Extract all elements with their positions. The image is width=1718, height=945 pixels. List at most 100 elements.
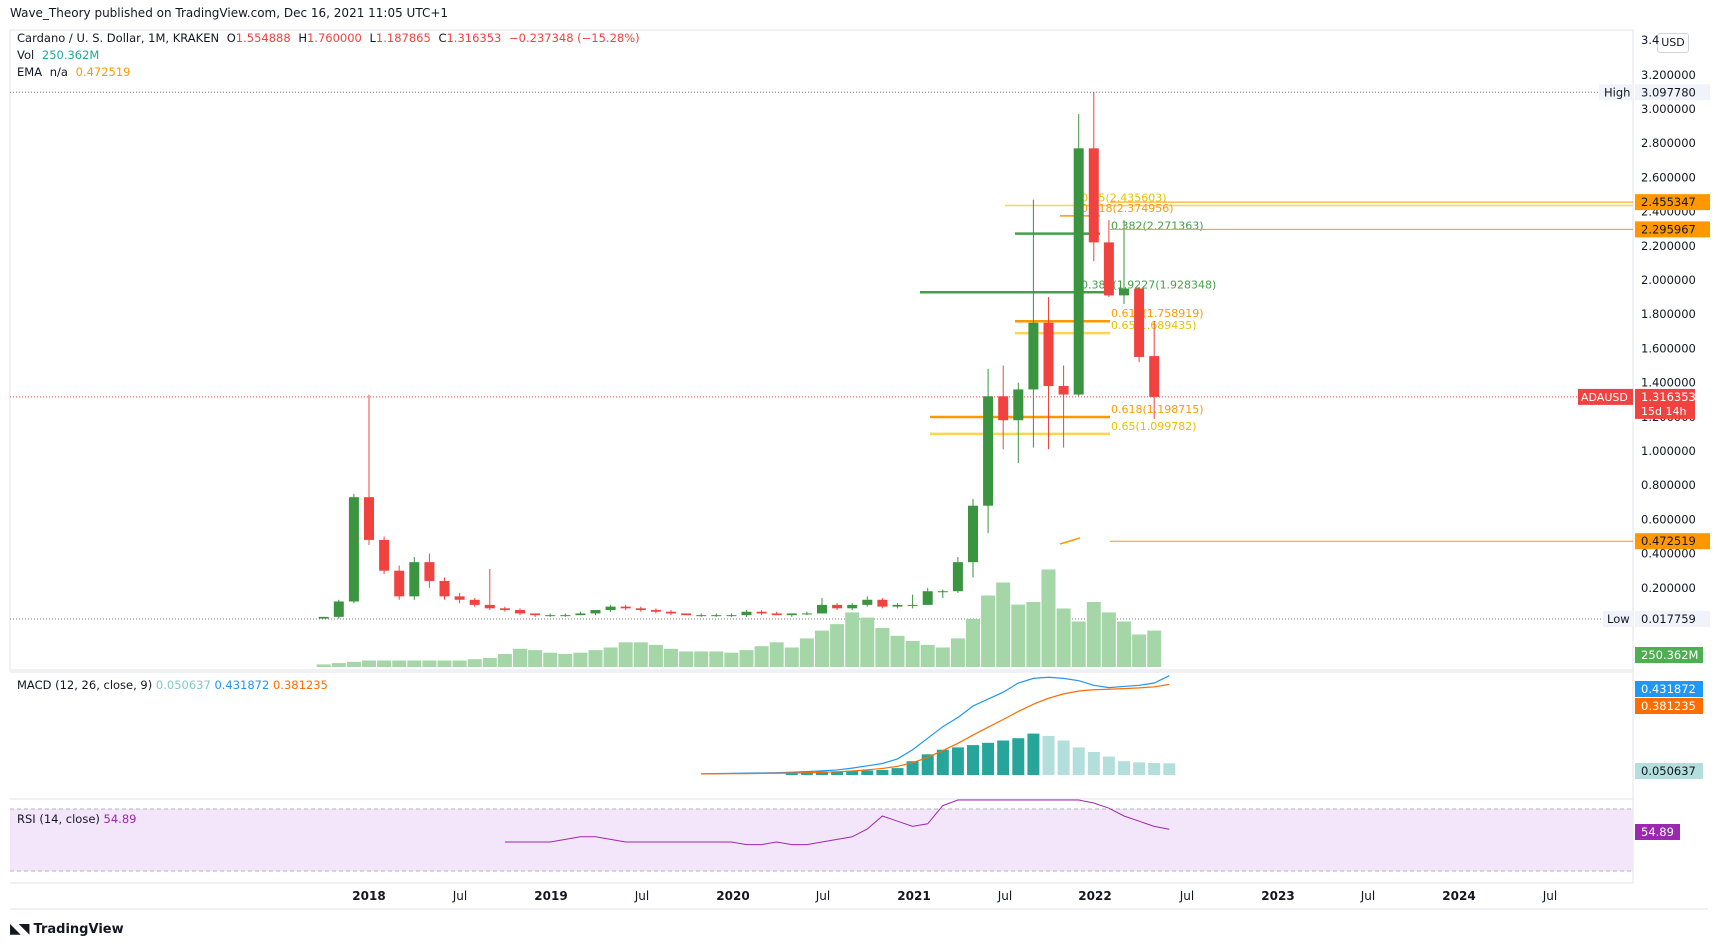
- volume-bar: [1011, 604, 1026, 667]
- countdown-value: 15d 14h: [1641, 405, 1686, 418]
- volume-bar: [679, 651, 694, 667]
- price-badge-value: 2.295967: [1641, 222, 1696, 236]
- price-tick-label-top: 3.4: [1641, 33, 1659, 47]
- candle-body: [681, 613, 692, 616]
- volume-bar: [1132, 634, 1147, 667]
- candle-body: [1043, 322, 1054, 387]
- time-tick-label: Jul: [1179, 889, 1194, 903]
- volume-badge: 250.362M: [1641, 648, 1698, 662]
- symbol-name: Cardano / U. S. Dollar, 1M, KRAKEN: [17, 31, 220, 45]
- candle-body: [937, 591, 948, 593]
- publisher-line: Wave_Theory published on TradingView.com…: [10, 6, 449, 20]
- ema-value: 0.472519: [75, 65, 131, 79]
- volume-bar: [573, 652, 588, 667]
- volume-bar: [346, 661, 361, 667]
- macd-histogram-bar: [1012, 738, 1025, 775]
- rsi-label: RSI (14, close): [17, 812, 100, 826]
- volume-bar: [784, 647, 799, 667]
- last-price-box: [1635, 388, 1695, 419]
- volume-bar: [996, 582, 1011, 667]
- candle-body: [1088, 148, 1099, 243]
- macd-axis-badge: 0.381235: [1641, 699, 1696, 713]
- price-tick-label: 0.400000: [1641, 547, 1696, 561]
- macd-line-value: 0.431872: [214, 678, 270, 692]
- time-tick-label: Jul: [1360, 889, 1375, 903]
- candle-body: [484, 604, 495, 609]
- volume-bar: [905, 641, 920, 667]
- candle-body: [666, 611, 676, 614]
- candle-body: [379, 539, 390, 571]
- candle-body: [952, 562, 963, 592]
- volume-bar: [648, 644, 663, 667]
- rsi-legend[interactable]: RSI (14, close) 54.89: [17, 812, 136, 826]
- macd-histogram-bar: [936, 749, 949, 775]
- candle-body: [454, 596, 465, 600]
- macd-legend[interactable]: MACD (12, 26, close, 9) 0.050637 0.43187…: [17, 678, 328, 692]
- macd-signal-value: 0.381235: [272, 678, 328, 692]
- last-price-value: 1.316353: [1641, 390, 1696, 404]
- fib-level-label: 0.382(2.271363): [1111, 220, 1204, 233]
- candle-body: [983, 396, 994, 506]
- candle-body: [469, 599, 480, 605]
- candle-body: [348, 497, 359, 602]
- candle-body: [907, 604, 918, 606]
- symbol-legend[interactable]: Cardano / U. S. Dollar, 1M, KRAKEN O1.55…: [17, 31, 644, 45]
- price-tick-label: 0.600000: [1641, 512, 1696, 526]
- volume-bar: [377, 660, 392, 667]
- time-tick-label: Jul: [452, 889, 467, 903]
- candle-body: [499, 608, 510, 611]
- ema-legend[interactable]: EMA n/a 0.472519: [17, 65, 134, 79]
- low-label: Low: [1607, 612, 1630, 626]
- time-tick-label: 2019: [534, 889, 567, 903]
- ema-na: n/a: [49, 65, 68, 79]
- price-tick-label: 2.600000: [1641, 170, 1696, 184]
- macd-axis-badge-box: [1635, 698, 1703, 714]
- candle-body: [1134, 288, 1145, 357]
- volume-bar: [709, 651, 724, 667]
- volume-bar: [1071, 621, 1086, 667]
- volume-bar: [588, 650, 603, 667]
- candle-body: [1073, 148, 1084, 395]
- candle-body: [786, 613, 797, 616]
- ohlc-high: H1.760000: [298, 31, 362, 45]
- tradingview-logo-icon: ◣◥: [10, 921, 29, 937]
- macd-histogram-bar: [1148, 763, 1161, 775]
- volume-bar: [528, 650, 543, 667]
- price-badge-value: 0.472519: [1641, 534, 1696, 548]
- macd-histogram-bar: [891, 768, 904, 775]
- time-tick-label: Jul: [997, 889, 1012, 903]
- low-label-box: [1603, 610, 1633, 627]
- volume-bar: [694, 651, 709, 667]
- ohlc-open: O1.554888: [226, 31, 291, 45]
- macd-histogram-bar: [967, 745, 979, 775]
- volume-bar: [392, 660, 407, 667]
- candle-body: [998, 396, 1009, 421]
- rsi-axis-badge-box: [1635, 824, 1680, 840]
- time-tick-label: 2020: [716, 889, 749, 903]
- candle-body: [560, 615, 571, 617]
- tradingview-logo[interactable]: ◣◥ TradingView: [10, 921, 124, 937]
- time-tick-label: 2023: [1261, 889, 1294, 903]
- macd-histogram-bar: [816, 771, 828, 775]
- rsi-axis-badge: 54.89: [1641, 825, 1674, 839]
- currency-button[interactable]: USD: [1657, 33, 1689, 53]
- candle-body: [515, 610, 525, 614]
- volume-bar: [1086, 602, 1101, 667]
- price-tick-label: 2.200000: [1641, 239, 1696, 253]
- macd-histogram-bar: [1102, 756, 1115, 775]
- main-pane-border: [9, 29, 1634, 671]
- macd-histogram-bar: [861, 770, 874, 775]
- volume-bar: [407, 660, 422, 667]
- macd-histogram-bar: [982, 742, 995, 775]
- volume-legend[interactable]: Vol 250.362M: [17, 48, 103, 62]
- volume-bar: [603, 647, 618, 667]
- price-tick-label: 1.400000: [1641, 376, 1696, 390]
- candle-body: [877, 599, 888, 607]
- time-tick-label: Jul: [1542, 889, 1557, 903]
- candle-body: [1149, 356, 1160, 397]
- volume-bar: [860, 617, 875, 667]
- macd-axis-badge: 0.431872: [1641, 682, 1696, 696]
- price-badge-box: [1635, 221, 1710, 238]
